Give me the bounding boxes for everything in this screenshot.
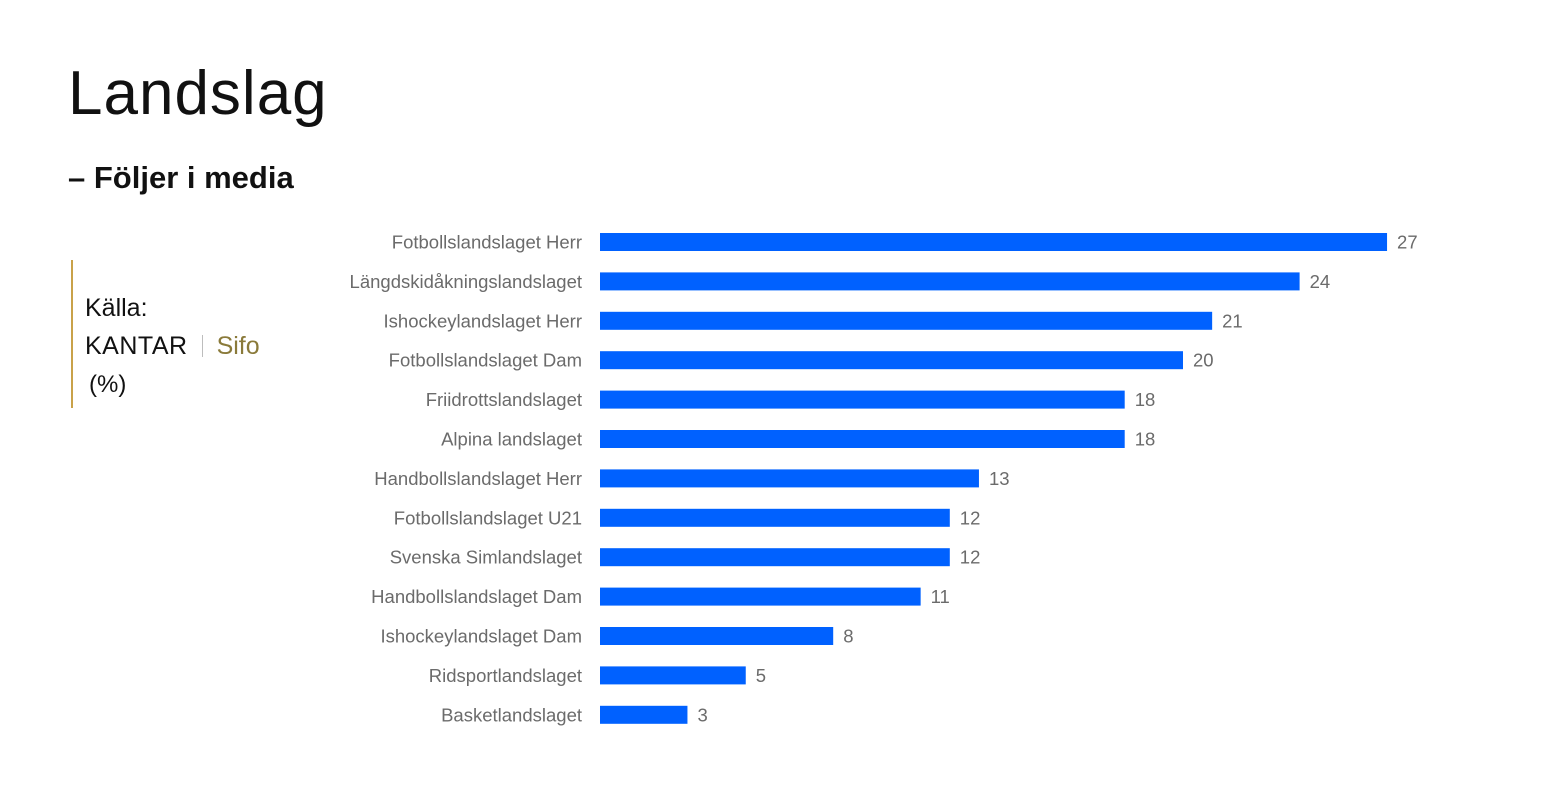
category-label: Fotbollslandslaget Herr <box>392 232 582 253</box>
category-label: Fotbollslandslaget U21 <box>394 507 582 528</box>
brand-sub: Sifo <box>216 331 260 360</box>
bar <box>600 311 1213 330</box>
bar <box>600 705 688 724</box>
brand-name: KANTAR <box>85 331 188 360</box>
category-label: Alpina landslaget <box>441 429 582 450</box>
data-label: 5 <box>756 665 766 686</box>
category-label: Friidrottslandslaget <box>426 389 582 410</box>
category-label: Längdskidåkningslandslaget <box>350 271 582 292</box>
data-label: 13 <box>989 468 1010 489</box>
data-label: 18 <box>1135 429 1156 450</box>
kantar-sifo-logo: KANTAR Sifo <box>85 331 260 361</box>
data-label: 11 <box>931 586 950 607</box>
unit-label: (%) <box>89 371 127 398</box>
category-label: Ishockeylandslaget Herr <box>384 310 582 331</box>
data-label: 24 <box>1310 271 1331 292</box>
data-label: 20 <box>1193 350 1214 371</box>
page-title: Landslag <box>68 59 328 128</box>
source-label: Källa: <box>85 294 148 322</box>
data-label: 12 <box>960 507 981 528</box>
bar <box>600 233 1388 251</box>
bar <box>600 351 1183 370</box>
bar <box>600 587 921 606</box>
category-label: Basketlandslaget <box>441 704 582 725</box>
category-label: Ridsportlandslaget <box>429 665 582 686</box>
data-label: 27 <box>1397 232 1418 253</box>
bar <box>600 666 746 685</box>
data-label: 3 <box>697 704 707 725</box>
brand-divider <box>201 335 203 357</box>
page-subtitle: – Följer i media <box>68 160 294 195</box>
bar <box>600 627 834 645</box>
category-label: Fotbollslandslaget Dam <box>389 350 582 371</box>
bar <box>600 430 1125 448</box>
category-label: Ishockeylandslaget Dam <box>380 626 582 647</box>
bar <box>600 508 950 527</box>
category-label: Handbollslandslaget Herr <box>374 468 582 489</box>
data-label: 8 <box>843 626 853 647</box>
data-label: 21 <box>1222 310 1243 331</box>
category-label: Handbollslandslaget Dam <box>371 586 582 607</box>
source-box: Källa: KANTAR Sifo (%) <box>71 260 273 408</box>
bar <box>600 548 950 567</box>
data-label: 12 <box>960 547 981 568</box>
bar <box>600 272 1300 291</box>
data-label: 18 <box>1135 389 1156 410</box>
category-label: Svenska Simlandslaget <box>390 547 582 568</box>
bar <box>600 469 979 488</box>
bar <box>600 390 1125 409</box>
